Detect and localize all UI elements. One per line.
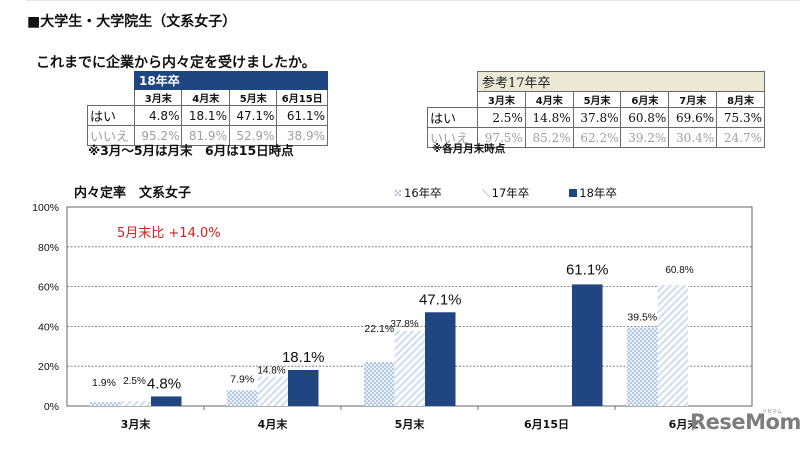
cell: 47.1%: [228, 105, 278, 126]
data-label: 37.8%: [390, 319, 418, 330]
resemom-logo: ReseMom: [690, 410, 800, 434]
x-category-label: 3月末: [121, 417, 152, 431]
data-label: 4.8%: [147, 375, 181, 392]
bar-18年卒: [151, 396, 182, 406]
bar-16年卒: [227, 390, 258, 406]
table-row: いいえ 97.5% 85.2% 62.2% 39.2% 30.4% 24.7%: [427, 127, 765, 148]
legend-label: 17年卒: [491, 186, 530, 200]
row-label: いいえ: [87, 125, 135, 146]
data-label: 39.5%: [627, 311, 657, 323]
y-tick-label: 20%: [38, 361, 59, 373]
bar-18年卒: [572, 284, 603, 406]
cell: 61.1%: [276, 105, 328, 126]
bar-17年卒: [120, 401, 151, 406]
x-category-label: 6月末: [669, 417, 700, 431]
bar-16年卒: [364, 362, 395, 406]
chart-labels: 1.9% 2.5% 4.8% 7.9%14.8%18.1% 22.1%37.8%47.1…: [92, 261, 694, 392]
chart-legend: 16年卒 17年卒 18年卒: [394, 185, 617, 201]
cell: 85.2%: [524, 127, 574, 148]
data-label: 7.9%: [230, 373, 254, 385]
y-tick-label: 80%: [38, 242, 59, 254]
survey-question: これまでに企業から内々定を受けましたか。: [36, 55, 316, 71]
legend-swatch-17-icon: [481, 189, 490, 197]
top-divider: [26, 0, 800, 1]
chart-title: 内々定率 文系女子: [74, 186, 192, 201]
data-label: 2.5%: [123, 376, 146, 387]
cell: 81.9%: [181, 125, 230, 146]
bar-18年卒: [288, 369, 319, 406]
y-tick-label: 60%: [38, 282, 59, 294]
bar-17年卒: [394, 330, 425, 406]
data-label: 18.1%: [282, 349, 325, 366]
row-label: はい: [87, 105, 135, 126]
data-label: 47.1%: [419, 291, 462, 308]
y-tick-label: 100%: [32, 202, 59, 214]
table-row: いいえ 95.2% 81.9% 52.9% 38.9%: [87, 125, 328, 146]
cell: 39.2%: [620, 127, 670, 148]
legend-item-18: 18年卒: [569, 185, 617, 201]
resemom-logo-kana: リセマム: [762, 409, 783, 415]
cell: 52.9%: [228, 125, 278, 146]
legend-item-16: 16年卒: [394, 185, 442, 201]
cell: 24.7%: [716, 127, 765, 148]
table-17-title: 参考17年卒: [477, 71, 765, 92]
bar-17年卒: [257, 376, 288, 406]
page-title: ■大学生・大学院生（文系女子）: [27, 14, 237, 30]
row-label: はい: [427, 107, 478, 128]
row-label: いいえ: [427, 127, 478, 148]
cell: 95.2%: [133, 125, 183, 146]
y-tick-label: 40%: [38, 321, 59, 333]
table-row: はい 2.5% 14.8% 37.8% 60.8% 69.6% 75.3%: [427, 107, 765, 128]
bar-16年卒: [90, 402, 121, 406]
cell: 38.9%: [276, 125, 328, 146]
table-18-graduates: 18年卒 3月末 4月末 5月末 6月15日 はい 4.8% 18.1% 47.…: [87, 71, 328, 146]
data-label: 60.8%: [665, 265, 693, 276]
data-label: 14.8%: [257, 366, 285, 377]
table-17-graduates: 参考17年卒 3月末 4月末 5月末 6月末 7月末 8月末 はい 2.5% 1…: [427, 71, 765, 148]
bar-17年卒: [657, 285, 688, 406]
y-tick-label: 0%: [44, 401, 59, 413]
legend-swatch-16-icon: [394, 189, 402, 197]
bar-18年卒: [425, 312, 456, 406]
cell: 69.6%: [668, 107, 718, 128]
data-label: 61.1%: [566, 261, 609, 278]
x-category-label: 5月末: [395, 417, 426, 431]
legend-label: 18年卒: [579, 186, 617, 200]
data-label: 22.1%: [364, 323, 394, 335]
legend-swatch-18-icon: [569, 189, 578, 197]
cell: 62.2%: [572, 127, 622, 148]
table-18-note: ※3月～5月は月末 6月は15日時点: [88, 143, 294, 158]
chart-annotation: 5月末比 +14.0%: [117, 226, 221, 241]
legend-label: 16年卒: [404, 186, 442, 200]
cell: 2.5%: [477, 107, 526, 128]
x-category-label: 4月末: [258, 417, 289, 431]
x-category-label: 6月15日: [524, 418, 569, 431]
table-17-note: ※各月月末時点: [432, 143, 506, 155]
cell: 37.8%: [572, 107, 622, 128]
legend-item-17: 17年卒: [481, 185, 530, 201]
bar-16年卒: [627, 327, 658, 406]
data-label: 1.9%: [92, 377, 116, 389]
chart-bars: [90, 284, 688, 406]
cell: 97.5%: [477, 127, 526, 148]
